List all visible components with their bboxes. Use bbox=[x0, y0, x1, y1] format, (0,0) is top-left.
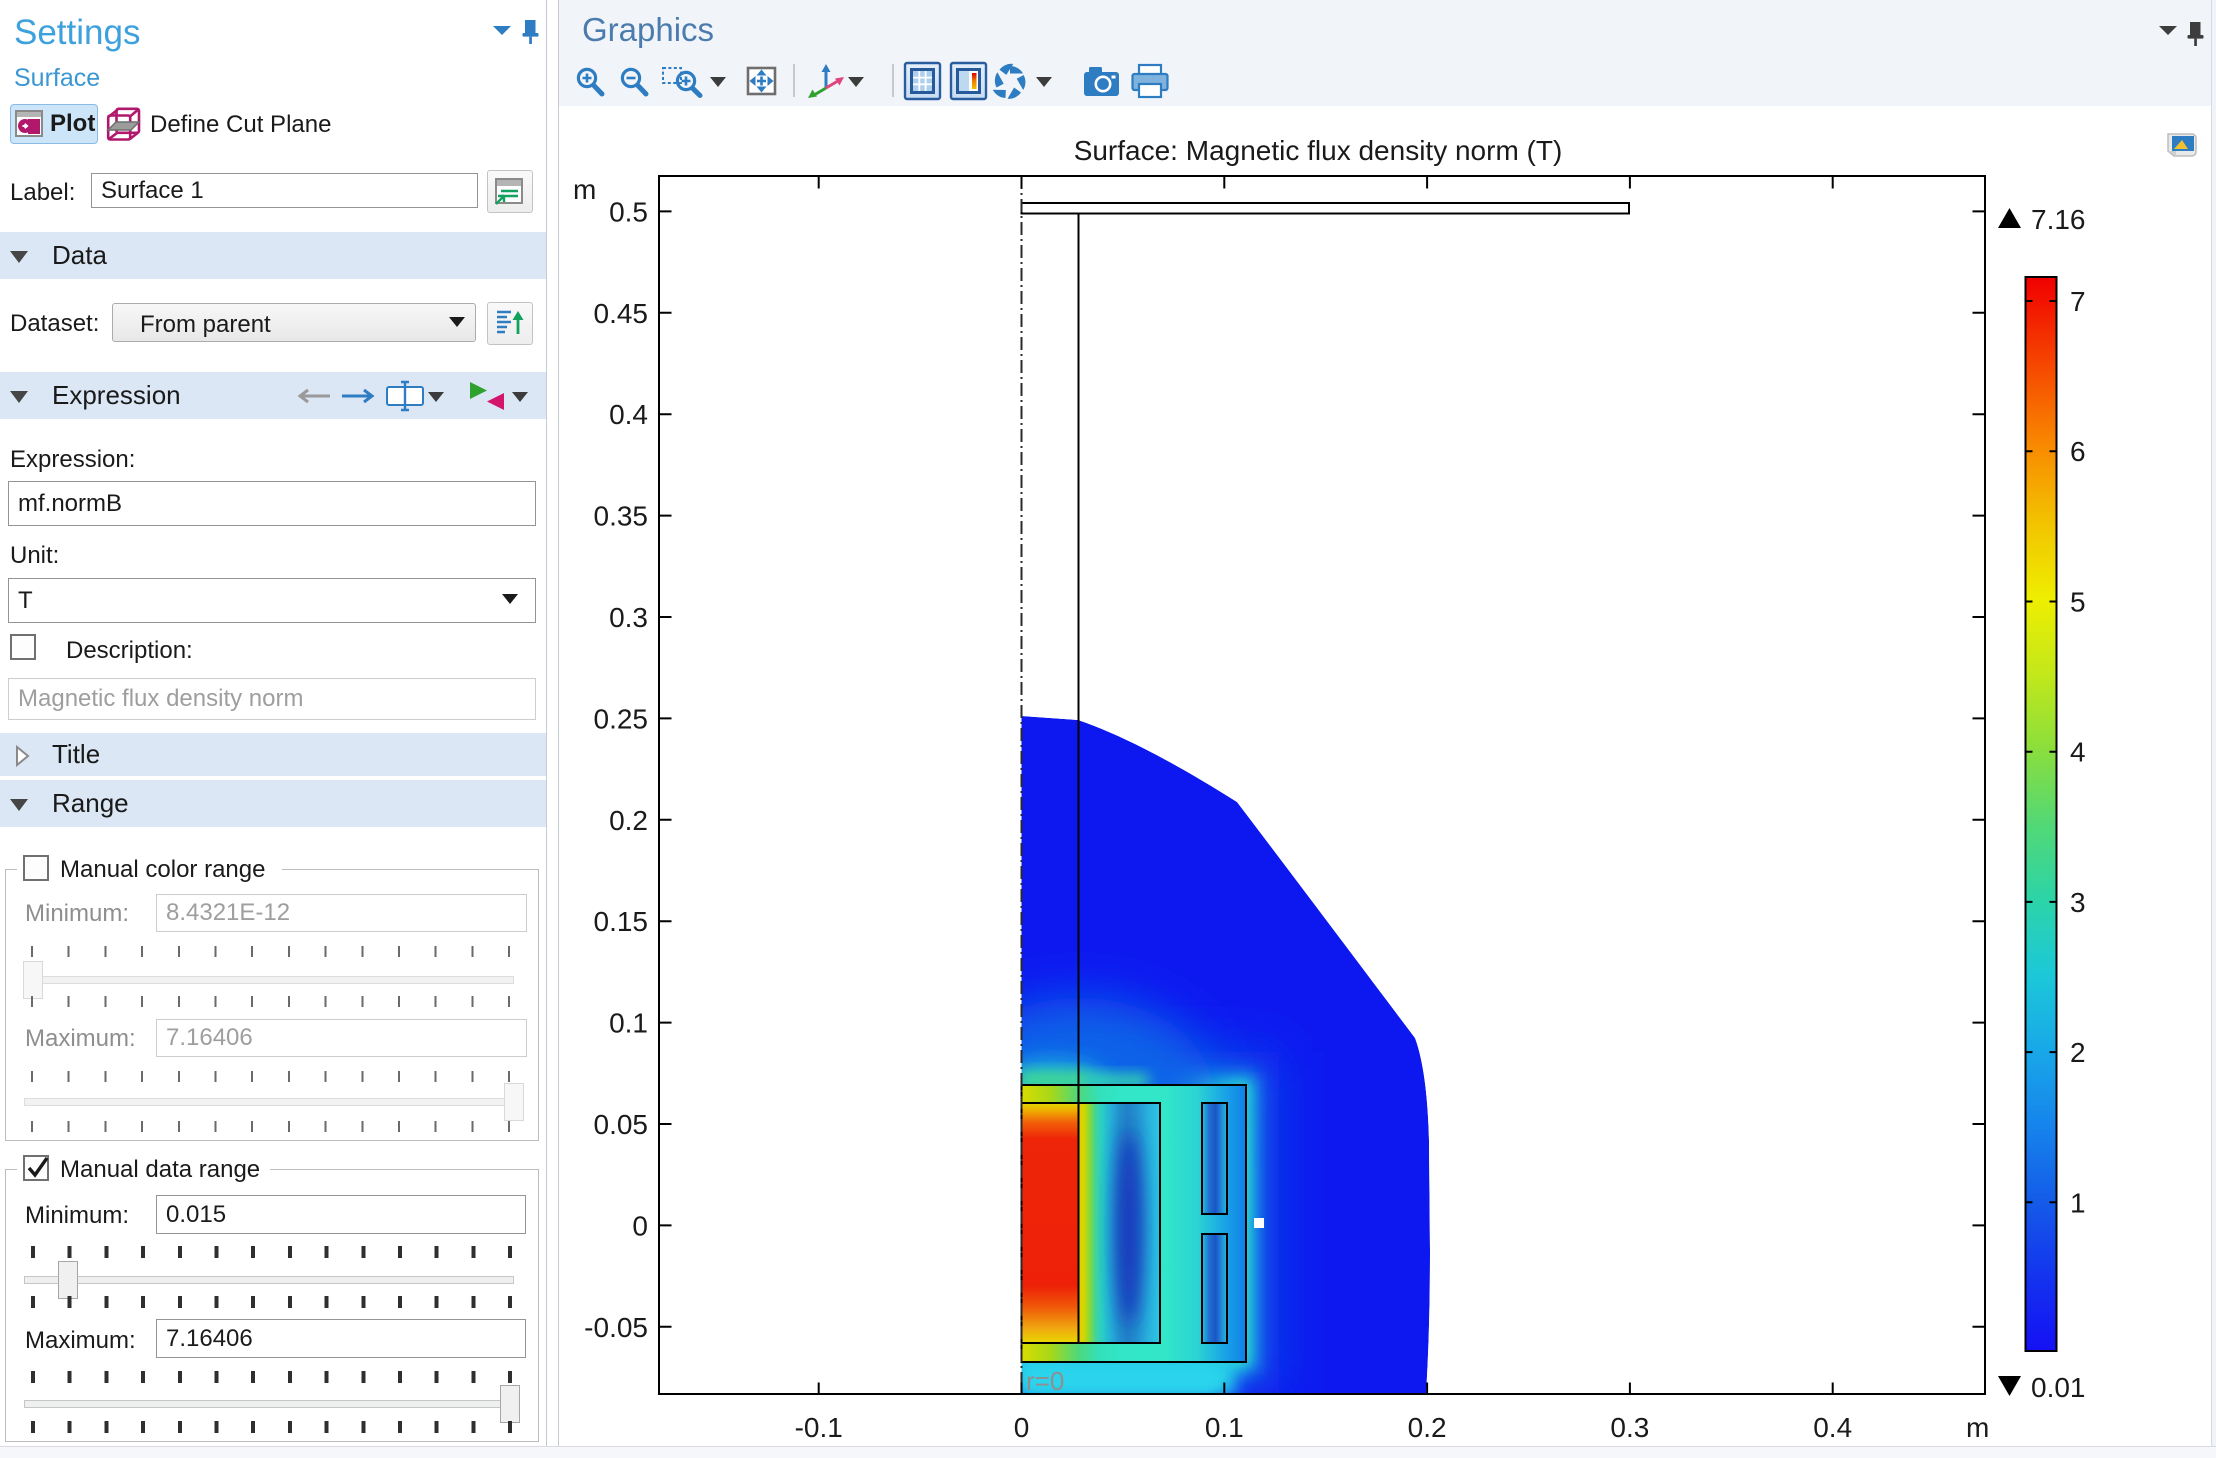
svg-text:Surface: Magnetic flux density: Surface: Magnetic flux density norm (T) bbox=[1074, 135, 1563, 166]
svg-text:3: 3 bbox=[2070, 887, 2086, 918]
svg-text:m: m bbox=[573, 174, 596, 205]
svg-text:1: 1 bbox=[2070, 1187, 2086, 1218]
svg-text:5: 5 bbox=[2070, 587, 2086, 618]
svg-text:0.2: 0.2 bbox=[609, 805, 648, 836]
svg-text:0.5: 0.5 bbox=[609, 196, 648, 227]
svg-text:0.3: 0.3 bbox=[1610, 1412, 1649, 1443]
svg-text:0.3: 0.3 bbox=[609, 602, 648, 633]
svg-text:-0.1: -0.1 bbox=[795, 1412, 843, 1443]
svg-text:0.05: 0.05 bbox=[594, 1109, 649, 1140]
svg-text:r=0: r=0 bbox=[1026, 1366, 1064, 1396]
svg-text:m: m bbox=[1966, 1412, 1989, 1443]
svg-text:0.1: 0.1 bbox=[1205, 1412, 1244, 1443]
svg-text:7.16: 7.16 bbox=[2031, 204, 2086, 235]
svg-text:0.25: 0.25 bbox=[594, 703, 649, 734]
svg-text:6: 6 bbox=[2070, 436, 2086, 467]
svg-text:-0.05: -0.05 bbox=[584, 1312, 648, 1343]
svg-text:0.4: 0.4 bbox=[609, 399, 648, 430]
svg-text:0: 0 bbox=[632, 1210, 648, 1241]
svg-text:4: 4 bbox=[2070, 737, 2086, 768]
svg-text:0.2: 0.2 bbox=[1408, 1412, 1447, 1443]
svg-text:0.35: 0.35 bbox=[594, 501, 649, 532]
svg-text:0.15: 0.15 bbox=[594, 906, 649, 937]
svg-text:0.45: 0.45 bbox=[594, 298, 649, 329]
svg-text:0.1: 0.1 bbox=[609, 1008, 648, 1039]
svg-text:0.01: 0.01 bbox=[2031, 1372, 2086, 1403]
svg-text:0.4: 0.4 bbox=[1813, 1412, 1852, 1443]
svg-text:0: 0 bbox=[1014, 1412, 1030, 1443]
svg-text:7: 7 bbox=[2070, 286, 2086, 317]
svg-text:2: 2 bbox=[2070, 1037, 2086, 1068]
